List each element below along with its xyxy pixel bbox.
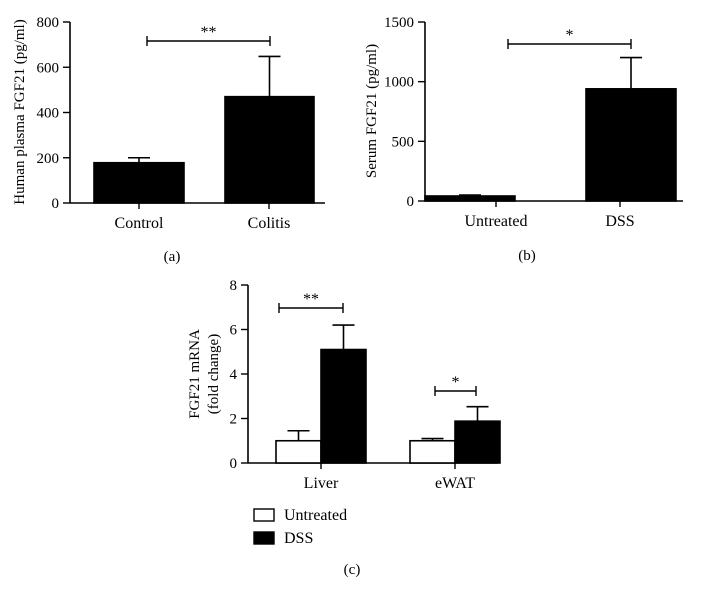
panel-b-y-label: Serum FGF21 (pg/ml) [364,44,380,178]
category-label: Control [115,215,164,232]
panel-c-legend: Untreated DSS [253,507,347,547]
y-tick-label: 2 [230,412,238,428]
panel-b-significance: * [507,27,632,49]
bar-untreated-fgf21 [424,195,516,202]
category-label: eWAT [435,475,475,492]
y-tick-label: 0 [407,194,415,210]
y-tick-label: 600 [37,60,60,76]
legend-label-untreated: Untreated [284,507,347,524]
bar-ewat-dss [454,420,501,464]
panel-b-bars [424,56,677,202]
panel-c-significance: *** [278,291,477,396]
panel-c-y-label-line2: (fold change) [206,334,222,414]
significance-label: ** [201,24,217,41]
panel-b-label: (b) [518,248,536,264]
panel-a: 0 200 400 600 800 Control Colitis ** Human pl… [12,15,325,265]
bar-ewat-untreated [409,439,456,464]
y-tick-label: 0 [230,456,238,472]
panel-a-significance: ** [146,24,271,46]
bar-liver-untreated [275,439,322,464]
y-tick-label: 0 [52,196,60,212]
legend-label-dss: DSS [284,530,313,547]
significance-label: ** [303,291,319,308]
panel-b-y-ticks: 0 500 1000 1500 [384,15,425,210]
legend-swatch-dss [253,531,275,545]
y-tick-label: 1500 [384,15,414,31]
y-tick-label: 1000 [384,75,414,91]
bar-dss-fgf21 [585,88,677,202]
panel-c-bars [275,324,501,464]
bar-control-fgf21 [93,161,185,204]
category-label: Liver [304,475,339,492]
panel-c-y-ticks: 0 2 4 6 8 [230,278,248,472]
y-tick-label: 8 [230,278,238,294]
y-tick-label: 6 [230,323,238,339]
panel-a-bars [93,55,315,204]
category-label: Colitis [248,215,291,232]
category-label: DSS [605,213,634,230]
y-tick-label: 800 [37,15,60,31]
panel-b: 0 500 1000 1500 Untreated DSS * Serum FGF21 … [364,15,683,264]
category-label: Untreated [464,213,527,230]
panel-c-label: (c) [344,562,361,578]
significance-label: * [566,27,574,44]
y-tick-label: 500 [392,134,415,150]
panel-c-y-label-line1: FGF21 mRNA [187,329,203,419]
panel-a-label: (a) [164,249,181,265]
legend-swatch-untreated [253,508,275,522]
bar-liver-dss [320,348,367,464]
y-tick-label: 400 [37,106,60,122]
panel-a-categories: Control Colitis [115,203,291,232]
panel-c-categories: Liver eWAT [304,463,475,492]
panel-b-categories: Untreated DSS [464,201,635,230]
panel-a-y-ticks: 0 200 400 600 800 [37,15,70,212]
significance-label: * [452,374,460,391]
bar-colitis-fgf21 [224,95,315,204]
panel-a-y-label: Human plasma FGF21 (pg/ml) [12,19,28,204]
y-tick-label: 200 [37,151,60,167]
y-tick-label: 4 [230,367,238,383]
